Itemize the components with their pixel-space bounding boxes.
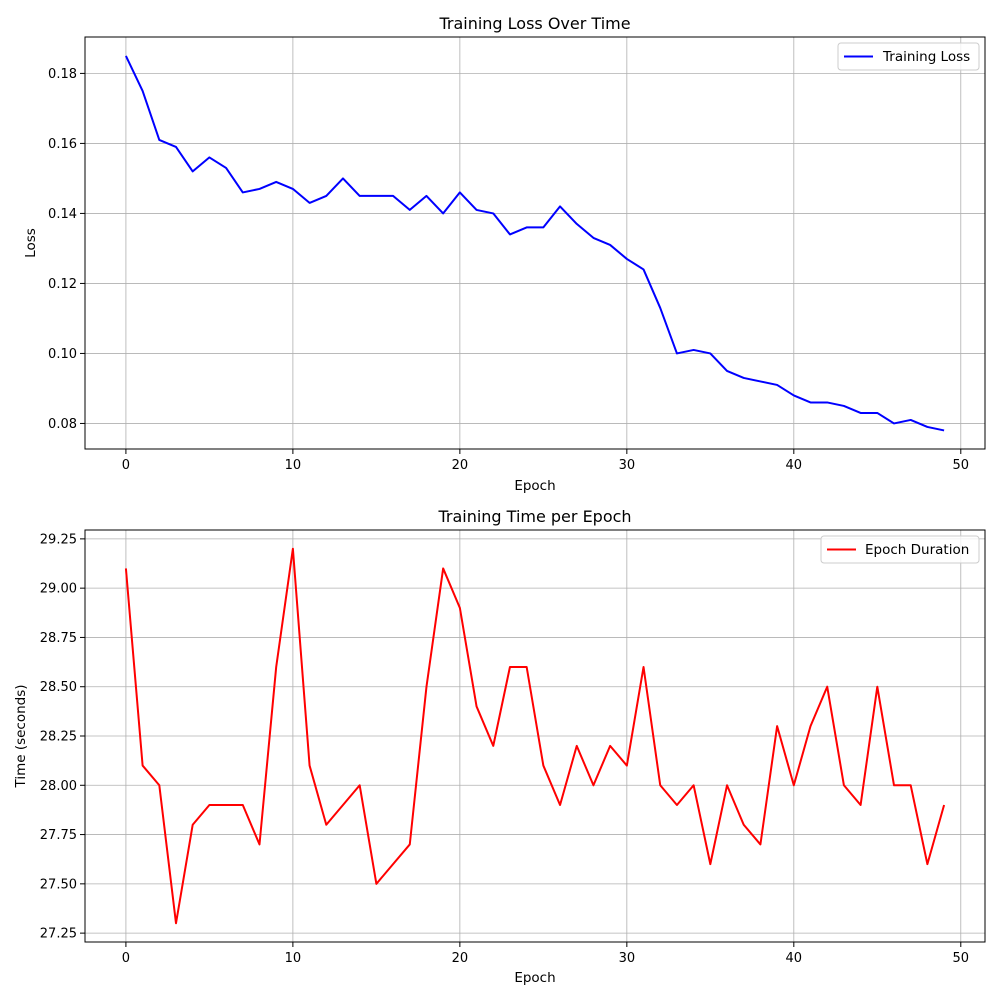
x-tick-label: 30 — [619, 458, 636, 473]
y-tick-label: 0.14 — [48, 207, 77, 222]
x-tick-label: 20 — [452, 951, 469, 966]
loss-chart-grid — [85, 37, 985, 449]
y-tick-label: 0.10 — [48, 347, 77, 362]
x-tick-label: 0 — [122, 951, 130, 966]
duration-chart-title: Training Time per Epoch — [437, 507, 631, 526]
loss-chart-legend: Training Loss — [837, 42, 980, 71]
loss-chart-axes-frame — [84, 36, 986, 450]
y-tick-label: 0.08 — [48, 417, 77, 432]
x-tick-label: 30 — [619, 951, 636, 966]
duration-chart-y-ticks: 27.25 27.50 27.75 28.00 28.25 28.50 28.75 29.00… — [40, 532, 85, 942]
y-tick-label: 0.12 — [48, 277, 77, 292]
loss-chart-x-axis-label: Epoch — [514, 478, 555, 494]
y-tick-label: 29.00 — [40, 582, 77, 597]
y-tick-label: 28.25 — [40, 730, 77, 745]
duration-chart-x-axis-label: Epoch — [514, 970, 555, 986]
y-tick-label: 28.00 — [40, 779, 77, 794]
loss-chart-y-axis-label: Loss — [23, 228, 39, 258]
y-tick-label: 27.50 — [40, 877, 77, 892]
loss-chart-y-ticks: 0.08 0.10 0.12 0.14 0.16 0.18 — [48, 67, 85, 432]
duration-chart-x-ticks: 0 10 20 30 40 50 — [122, 942, 969, 966]
x-tick-label: 40 — [786, 951, 803, 966]
duration-chart-legend-label: Epoch Duration — [865, 542, 969, 558]
duration-chart-series — [124, 547, 946, 925]
series-line — [125, 55, 945, 432]
x-tick-label: 50 — [953, 458, 970, 473]
y-tick-label: 28.75 — [40, 631, 77, 646]
loss-chart-x-ticks: 0 10 20 30 40 50 — [122, 449, 969, 473]
x-tick-label: 40 — [786, 458, 803, 473]
loss-chart-title: Training Loss Over Time — [438, 14, 630, 33]
duration-chart-y-axis-label: Time (seconds) — [13, 684, 29, 788]
y-tick-label: 27.75 — [40, 828, 77, 843]
series-line — [124, 547, 946, 925]
x-tick-label: 50 — [953, 951, 970, 966]
y-tick-label: 27.25 — [40, 927, 77, 942]
loss-chart: Training Loss Over Time 0 10 20 30 40 50 0.08… — [23, 14, 986, 494]
x-tick-label: 0 — [122, 458, 130, 473]
y-tick-label: 0.18 — [48, 67, 77, 82]
duration-chart-axes-frame — [84, 529, 986, 943]
loss-chart-legend-label: Training Loss — [882, 49, 970, 65]
y-tick-label: 28.50 — [40, 680, 77, 695]
x-tick-label: 10 — [285, 458, 302, 473]
loss-chart-series — [125, 55, 945, 432]
x-tick-label: 20 — [452, 458, 469, 473]
duration-chart: Training Time per Epoch 0 10 20 30 40 50 27.2… — [13, 507, 986, 986]
y-tick-label: 29.25 — [40, 532, 77, 547]
x-tick-label: 10 — [285, 951, 302, 966]
duration-chart-legend: Epoch Duration — [820, 535, 980, 564]
y-tick-label: 0.16 — [48, 137, 77, 152]
